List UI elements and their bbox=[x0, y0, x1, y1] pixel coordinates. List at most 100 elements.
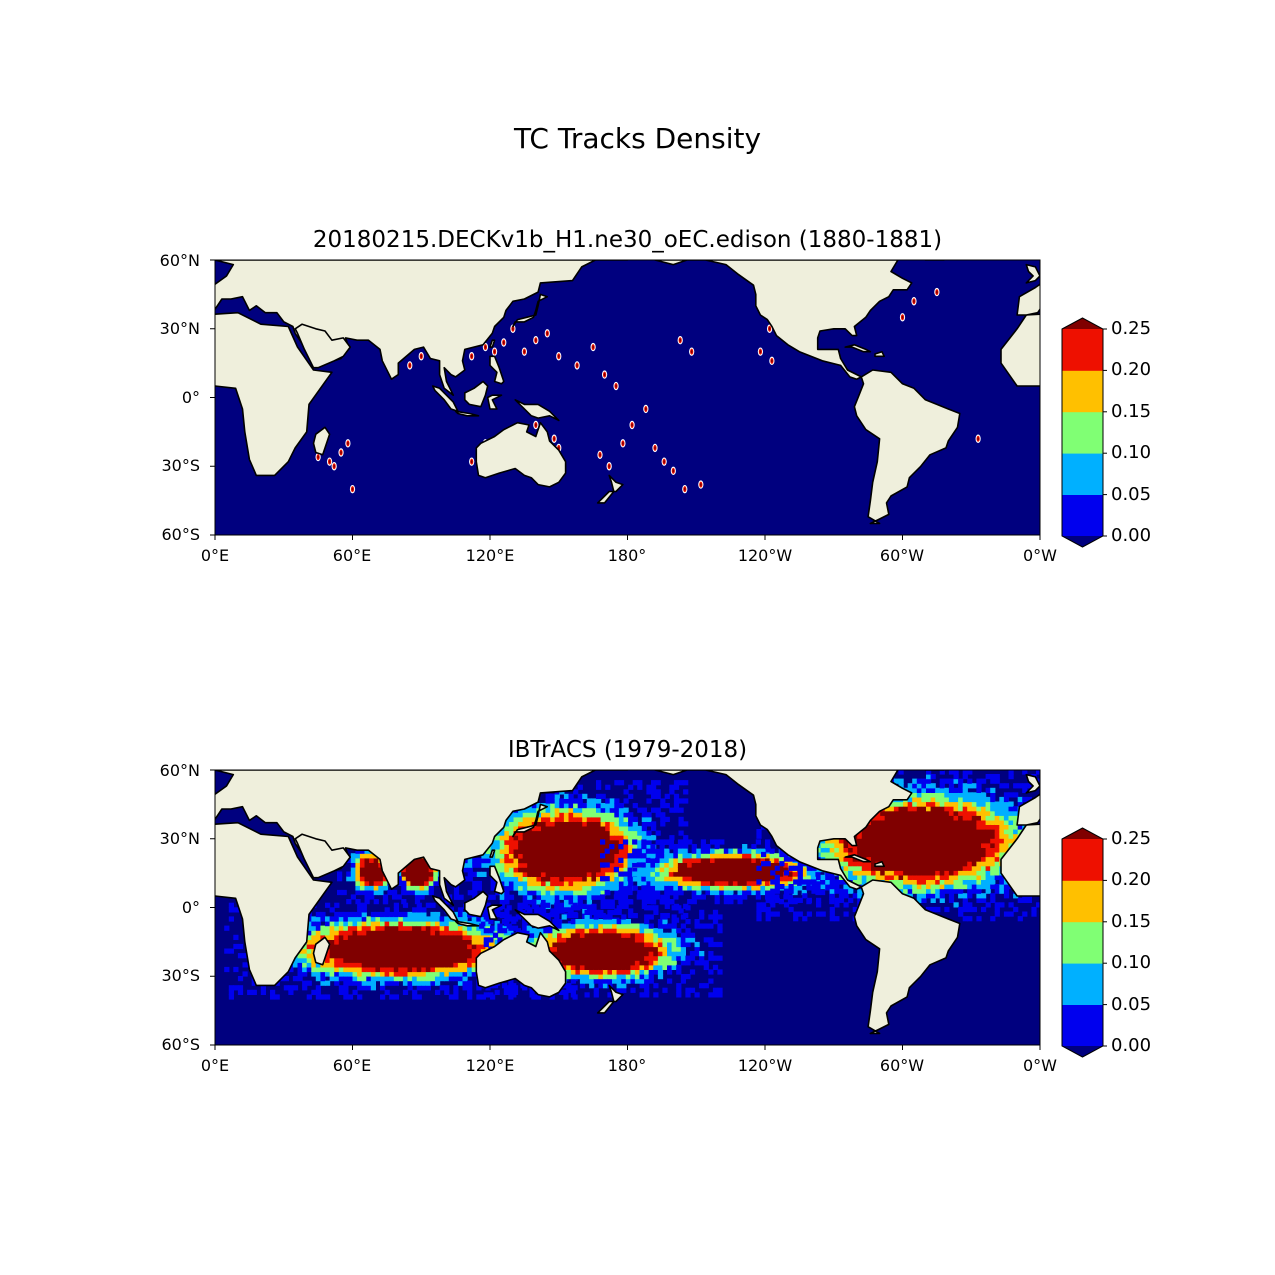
density-cell bbox=[668, 899, 674, 905]
density-cell bbox=[375, 971, 381, 977]
density-cell bbox=[612, 955, 618, 961]
density-cell bbox=[605, 853, 611, 859]
density-cell bbox=[448, 976, 454, 982]
density-cell bbox=[393, 921, 399, 927]
density-cell bbox=[1003, 911, 1010, 917]
density-cell bbox=[416, 966, 422, 973]
density-cell bbox=[820, 842, 826, 848]
density-cell bbox=[1059, 824, 1064, 829]
density-cell bbox=[596, 885, 602, 891]
density-cell bbox=[765, 847, 771, 853]
density-cell bbox=[655, 839, 661, 845]
density-cell bbox=[616, 960, 622, 966]
density-cell bbox=[926, 861, 932, 867]
density-cell bbox=[948, 770, 955, 775]
density-cell bbox=[981, 792, 987, 798]
density-cell bbox=[673, 871, 679, 877]
density-cell bbox=[605, 835, 611, 841]
density-cell bbox=[1050, 866, 1055, 871]
density-cell bbox=[884, 851, 890, 858]
density-cell bbox=[651, 821, 657, 827]
density-cell bbox=[660, 798, 666, 804]
density-cell bbox=[1050, 824, 1055, 829]
density-cell bbox=[623, 807, 629, 813]
density-cell bbox=[490, 894, 496, 900]
density-cell bbox=[457, 953, 464, 959]
density-cell bbox=[930, 801, 936, 807]
density-cell bbox=[527, 830, 533, 836]
density-cell bbox=[494, 925, 500, 931]
density-cell bbox=[433, 871, 439, 877]
density-cell bbox=[898, 842, 904, 848]
density-cell bbox=[668, 889, 674, 896]
density-cell bbox=[719, 853, 725, 859]
density-cell bbox=[598, 923, 604, 929]
density-cell bbox=[985, 861, 991, 867]
density-cell bbox=[480, 943, 486, 950]
density-cell bbox=[939, 783, 945, 789]
density-cell bbox=[355, 876, 361, 882]
density-cell bbox=[976, 874, 982, 880]
density-cell bbox=[696, 866, 702, 873]
density-cell bbox=[765, 839, 771, 845]
density-cell bbox=[926, 888, 932, 894]
density-cell bbox=[412, 953, 418, 959]
density-cell bbox=[559, 853, 565, 859]
density-cell bbox=[398, 957, 404, 963]
density-cell bbox=[884, 847, 890, 853]
density-cell bbox=[746, 871, 752, 877]
density-cell bbox=[875, 856, 881, 862]
density-cell bbox=[306, 943, 312, 950]
density-cell bbox=[591, 798, 597, 804]
density-cell bbox=[816, 847, 822, 853]
track-point-core bbox=[599, 453, 601, 457]
density-cell bbox=[471, 971, 477, 977]
density-cell bbox=[770, 911, 776, 917]
density-cell bbox=[875, 824, 881, 830]
density-cell bbox=[457, 925, 464, 931]
density-cell bbox=[618, 880, 625, 887]
density-cell bbox=[976, 879, 982, 885]
density-cell bbox=[586, 880, 592, 887]
density-cell bbox=[912, 861, 918, 867]
density-cell bbox=[623, 862, 629, 868]
density-cell bbox=[898, 819, 904, 825]
density-cell bbox=[916, 824, 922, 830]
density-cell bbox=[329, 921, 335, 927]
density-cell bbox=[302, 966, 308, 973]
density-cell bbox=[292, 962, 299, 968]
density-cell bbox=[655, 871, 661, 877]
density-cell bbox=[424, 880, 430, 886]
density-cell bbox=[352, 976, 358, 982]
density-cell bbox=[723, 848, 729, 854]
density-cell bbox=[792, 889, 798, 896]
density-cell bbox=[561, 941, 567, 948]
density-cell bbox=[962, 897, 968, 903]
density-cell bbox=[598, 919, 604, 925]
density-cell bbox=[347, 943, 354, 950]
density-cell bbox=[751, 844, 757, 850]
density-cell bbox=[732, 866, 739, 873]
density-cell bbox=[650, 857, 656, 863]
density-cell bbox=[596, 793, 602, 799]
density-cell bbox=[375, 976, 381, 982]
density-cell bbox=[880, 865, 886, 871]
density-cell bbox=[898, 778, 904, 784]
density-cell bbox=[907, 787, 913, 793]
density-cell bbox=[926, 806, 932, 812]
density-cell bbox=[861, 851, 867, 858]
density-cell bbox=[677, 885, 684, 891]
density-cell bbox=[520, 983, 526, 989]
density-cell bbox=[527, 853, 533, 859]
density-cell bbox=[375, 930, 381, 936]
density-cell bbox=[944, 792, 950, 798]
density-cell bbox=[490, 844, 496, 850]
density-cell bbox=[575, 905, 581, 911]
density-cell bbox=[605, 816, 611, 822]
density-cell bbox=[483, 992, 489, 998]
density-cell bbox=[292, 985, 299, 991]
density-cell bbox=[575, 974, 581, 980]
density-cell bbox=[944, 824, 950, 830]
density-cell bbox=[898, 824, 904, 830]
density-cell bbox=[550, 812, 556, 818]
